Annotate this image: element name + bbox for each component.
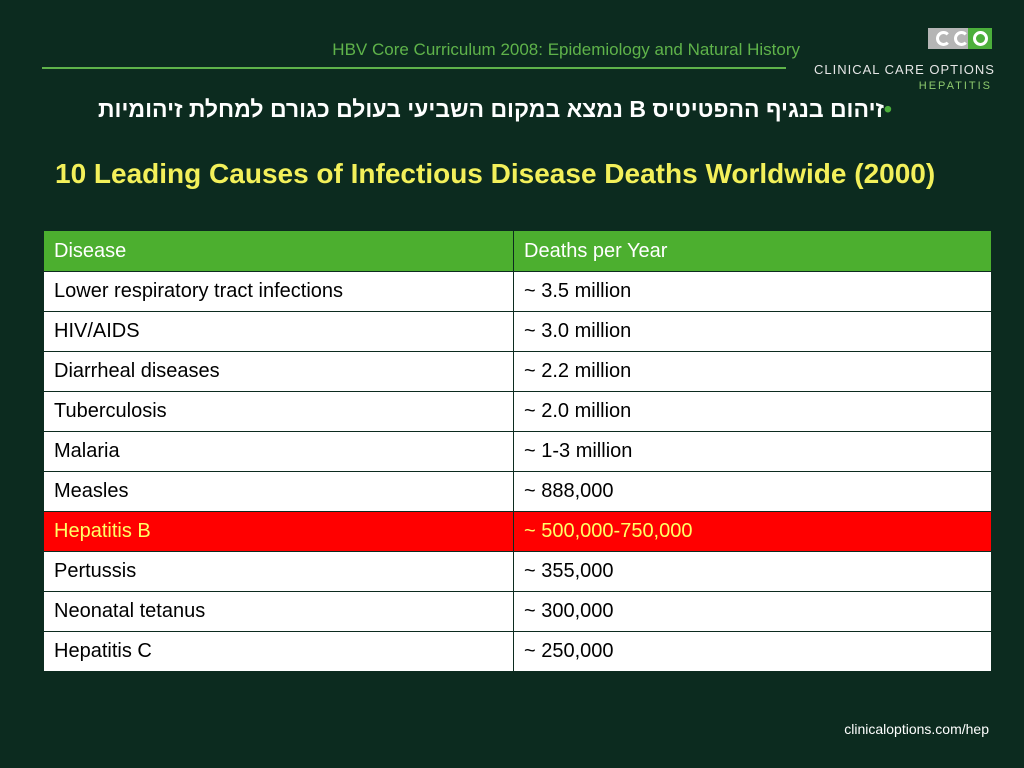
- disease-cell: Malaria: [43, 431, 514, 472]
- footer-url-link[interactable]: clinicaloptions.com/hep: [844, 721, 989, 737]
- bullet-icon: •: [883, 96, 892, 122]
- disease-cell: Lower respiratory tract infections: [43, 271, 514, 312]
- disease-cell: Hepatitis B: [43, 511, 514, 552]
- deaths-cell: ~ 3.0 million: [513, 311, 992, 352]
- deaths-cell: ~ 250,000: [513, 631, 992, 672]
- deaths-cell: ~ 2.0 million: [513, 391, 992, 432]
- column-header-disease: Disease: [43, 230, 514, 272]
- header-divider: [42, 67, 786, 69]
- causes-of-death-table: Disease Deaths per Year Lower respirator…: [43, 230, 992, 672]
- deaths-cell: ~ 355,000: [513, 551, 992, 592]
- table-header-row: Disease Deaths per Year: [43, 230, 992, 272]
- table-row: Neonatal tetanus ~ 300,000: [43, 591, 992, 632]
- disease-cell: Tuberculosis: [43, 391, 514, 432]
- logo-name: CLINICAL CARE OPTIONS: [814, 62, 995, 77]
- deaths-cell: ~ 3.5 million: [513, 271, 992, 312]
- table-row: Malaria ~ 1-3 million: [43, 431, 992, 472]
- page-title: 10 Leading Causes of Infectious Disease …: [55, 158, 936, 189]
- header-title: HBV Core Curriculum 2008: Epidemiology a…: [332, 40, 800, 59]
- deaths-cell: ~ 2.2 million: [513, 351, 992, 392]
- table-row: Diarrheal diseases ~ 2.2 million: [43, 351, 992, 392]
- bullet-text: זיהום בנגיף ההפטיטיס B נמצא במקום השביעי…: [98, 96, 884, 122]
- table-row: Tuberculosis ~ 2.0 million: [43, 391, 992, 432]
- disease-cell: Pertussis: [43, 551, 514, 592]
- clinical-care-options-logo: CLINICAL CARE OPTIONS HEPATITIS: [812, 28, 1002, 98]
- disease-cell: HIV/AIDS: [43, 311, 514, 352]
- disease-cell: Diarrheal diseases: [43, 351, 514, 392]
- table-row: HIV/AIDS ~ 3.0 million: [43, 311, 992, 352]
- disease-cell: Hepatitis C: [43, 631, 514, 672]
- deaths-cell: ~ 1-3 million: [513, 431, 992, 472]
- table-row: Pertussis ~ 355,000: [43, 551, 992, 592]
- table-row-highlighted: Hepatitis B ~ 500,000-750,000: [43, 511, 992, 552]
- logo-subtitle: HEPATITIS: [918, 80, 992, 92]
- disease-cell: Measles: [43, 471, 514, 512]
- table-row: Hepatitis C ~ 250,000: [43, 631, 992, 672]
- deaths-cell: ~ 300,000: [513, 591, 992, 632]
- table-row: Measles ~ 888,000: [43, 471, 992, 512]
- cco-logo-mark-icon: [928, 28, 992, 49]
- table-row: Lower respiratory tract infections ~ 3.5…: [43, 271, 992, 312]
- deaths-cell: ~ 888,000: [513, 471, 992, 512]
- bullet-point: •זיהום בנגיף ההפטיטיס B נמצא במקום השביע…: [60, 94, 930, 124]
- column-header-deaths: Deaths per Year: [513, 230, 992, 272]
- disease-cell: Neonatal tetanus: [43, 591, 514, 632]
- deaths-cell: ~ 500,000-750,000: [513, 511, 992, 552]
